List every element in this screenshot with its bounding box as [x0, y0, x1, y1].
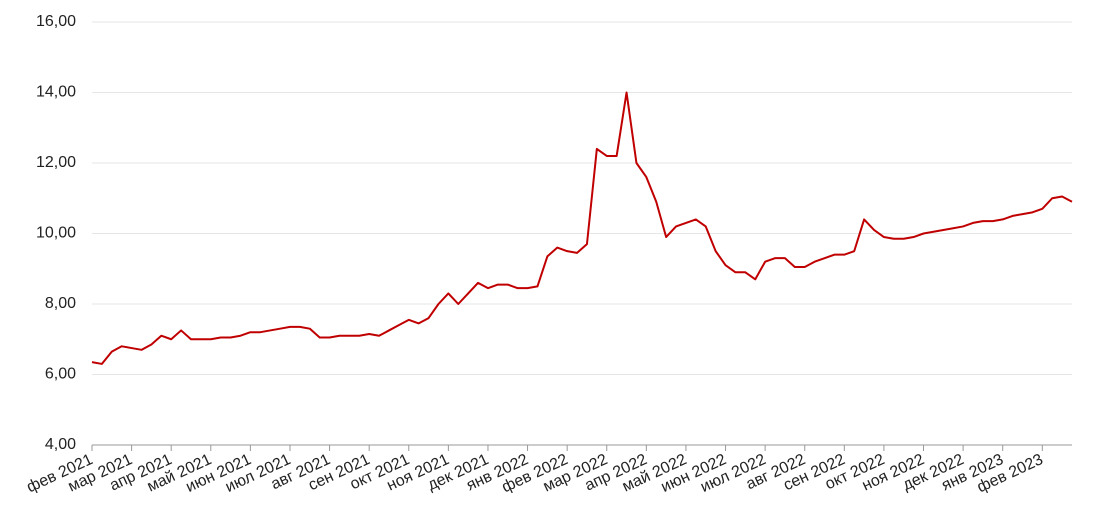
line: [91, 91, 1073, 365]
y-tick-label: 14,00: [36, 84, 76, 101]
y-tick-label: 10,00: [36, 225, 76, 242]
y-tick-label: 16,00: [36, 13, 76, 30]
y-tick-label: 6,00: [45, 366, 76, 383]
y-tick-label: 12,00: [36, 154, 76, 171]
y-tick-label: 8,00: [45, 295, 76, 312]
y-tick-label: 4,00: [45, 436, 76, 453]
